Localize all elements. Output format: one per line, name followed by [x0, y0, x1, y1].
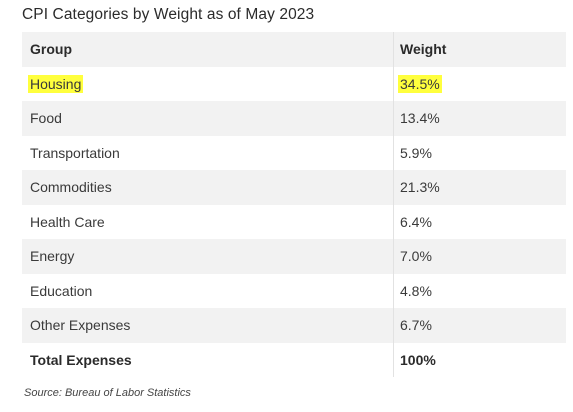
weight-cell: 7.0%: [394, 239, 566, 274]
table-row: Energy 7.0%: [22, 239, 566, 274]
table-header-row: Group Weight: [22, 32, 566, 67]
group-label: Education: [30, 282, 93, 299]
group-label: Food: [30, 110, 62, 127]
group-cell: Housing: [22, 66, 394, 101]
table-row: Health Care 6.4%: [22, 204, 566, 240]
weight-value: 34.5%: [398, 74, 442, 93]
weight-value: 13.4%: [400, 110, 440, 127]
cpi-weights-table: Group Weight Housing 34.5% Food 13.4% Transp…: [22, 32, 566, 377]
weight-value: 5.9%: [400, 144, 432, 161]
table-row: Housing 34.5%: [22, 66, 566, 102]
weight-value: 6.7%: [400, 317, 432, 334]
group-label: Commodities: [30, 179, 112, 196]
group-cell: Education: [22, 273, 394, 308]
weight-value: 7.0%: [400, 248, 432, 265]
group-label: Other Expenses: [30, 317, 131, 334]
table-row: Commodities 21.3%: [22, 170, 566, 205]
total-row: Total Expenses 100%: [22, 342, 566, 377]
group-cell: Food: [22, 101, 394, 136]
column-header-group: Group: [22, 32, 394, 67]
weight-cell: 4.8%: [394, 274, 566, 309]
group-cell: Transportation: [22, 135, 394, 170]
weight-value: 6.4%: [400, 213, 432, 230]
weight-cell: 6.4%: [394, 205, 566, 240]
table-row: Transportation 5.9%: [22, 135, 566, 171]
group-cell: Energy: [22, 239, 394, 274]
weight-cell: 6.7%: [394, 308, 566, 343]
table-body: Housing 34.5% Food 13.4% Transportation 5.9% C…: [22, 66, 566, 343]
weight-value: 4.8%: [400, 282, 432, 299]
group-cell: Other Expenses: [22, 308, 394, 343]
group-cell: Health Care: [22, 204, 394, 239]
weight-cell: 21.3%: [394, 170, 566, 205]
table-row: Other Expenses 6.7%: [22, 308, 566, 343]
weight-value: 21.3%: [400, 179, 440, 196]
source-note: Source: Bureau of Labor Statistics: [24, 387, 191, 399]
weight-cell: 34.5%: [394, 67, 566, 102]
chart-title: CPI Categories by Weight as of May 2023: [22, 6, 315, 23]
column-header-weight: Weight: [400, 41, 447, 58]
weight-cell: 13.4%: [394, 101, 566, 136]
total-value: 100%: [400, 351, 436, 368]
group-label: Transportation: [30, 144, 120, 161]
table-row: Food 13.4%: [22, 101, 566, 136]
total-label: Total Expenses: [22, 342, 394, 377]
weight-cell: 5.9%: [394, 136, 566, 171]
group-label: Health Care: [30, 213, 105, 230]
group-cell: Commodities: [22, 170, 394, 205]
table-row: Education 4.8%: [22, 273, 566, 309]
group-label: Energy: [30, 248, 75, 265]
group-label: Housing: [28, 74, 84, 93]
